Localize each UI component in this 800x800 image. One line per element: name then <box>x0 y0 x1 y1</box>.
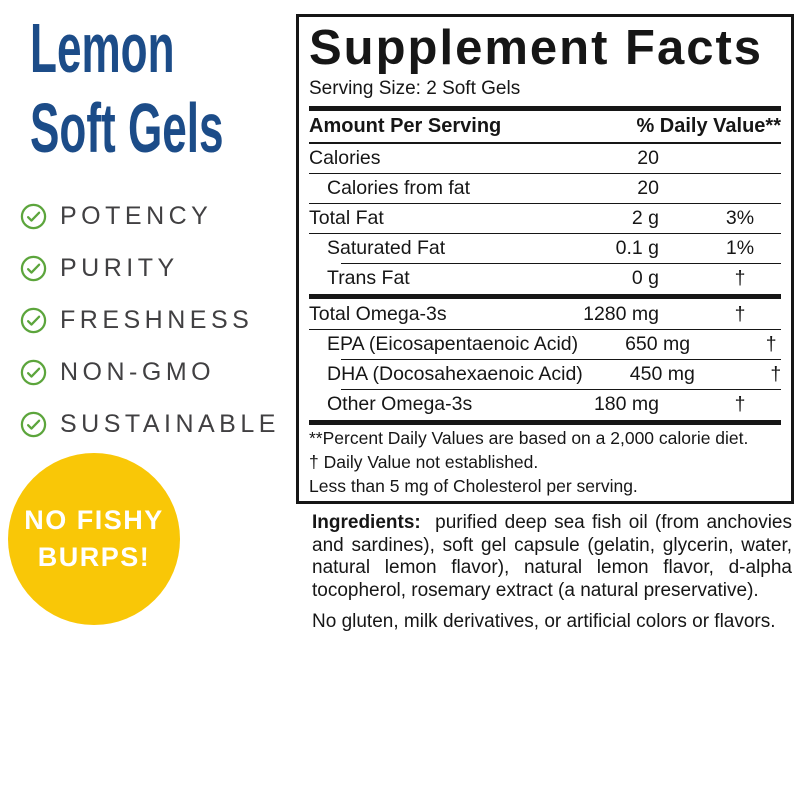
hairline-rule <box>309 233 781 234</box>
nutrient-name: EPA (Eicosapentaenoic Acid) <box>327 333 579 355</box>
nutrient-amount: 1280 mg <box>583 303 659 325</box>
supplement-facts-title: Supplement Facts <box>309 21 764 75</box>
nutrient-daily-value: † <box>770 363 782 385</box>
nutrient-name: Other Omega-3s <box>327 393 473 415</box>
nutrient-name: Calories <box>309 147 381 169</box>
product-title-line1: Lemon <box>30 9 175 87</box>
column-header-amount: Amount Per Serving <box>309 115 502 137</box>
nutrient-name: Saturated Fat <box>327 237 446 259</box>
hairline-rule <box>341 263 781 264</box>
nutrient-name: Trans Fat <box>327 267 410 289</box>
thick-rule <box>309 294 781 299</box>
no-fishy-burps-badge: NO FISHY BURPS! <box>8 453 180 625</box>
check-circle-icon <box>20 411 47 437</box>
table-row: Total Fat 2 g 3% <box>309 204 781 233</box>
hairline-rule <box>341 389 781 390</box>
nutrient-amount: 450 mg <box>629 363 695 385</box>
check-circle-icon <box>20 359 47 385</box>
nutrient-amount: 2 g <box>631 207 659 229</box>
footnote-line: **Percent Daily Values are based on a 2,… <box>309 428 749 448</box>
footnote-line: Less than 5 mg of Cholesterol per servin… <box>309 476 638 496</box>
table-row: Calories from fat 20 <box>309 174 781 203</box>
table-row: Total Omega-3s 1280 mg † <box>309 300 781 329</box>
thick-rule <box>309 420 781 425</box>
facts-table-body: Calories 20 Calories from fat 20 Total Fat 2 … <box>309 144 781 425</box>
nutrient-amount: 650 mg <box>625 333 691 355</box>
check-circle-icon <box>20 307 47 333</box>
product-title: Lemon Soft Gels <box>30 8 224 168</box>
nutrient-name: Total Omega-3s <box>309 303 447 325</box>
nutrient-daily-value: † <box>734 303 746 325</box>
supplement-facts-panel: Supplement Facts Serving Size: 2 Soft Ge… <box>296 14 794 504</box>
nutrient-amount: 20 <box>637 177 659 199</box>
allergen-statement: No gluten, milk derivatives, or artifici… <box>312 611 776 632</box>
table-row: DHA (Docosahexaenoic Acid) 450 mg † <box>309 360 781 389</box>
nutrient-amount: 180 mg <box>593 393 659 415</box>
ingredients-section: Ingredients: purified deep sea fish oil … <box>312 512 792 634</box>
nutrient-name: Total Fat <box>309 207 384 229</box>
feature-label: SUSTAINABLE <box>60 409 280 438</box>
feature-list: POTENCY PURITY FRESHNESS NON-GMO SUSTAINABLE <box>20 190 280 450</box>
hairline-rule <box>341 359 781 360</box>
nutrient-daily-value: † <box>734 393 746 415</box>
table-row: Other Omega-3s 180 mg † <box>309 390 781 419</box>
hairline-rule <box>309 203 781 204</box>
serving-size: Serving Size: 2 Soft Gels <box>309 78 521 99</box>
hairline-rule <box>309 173 781 174</box>
product-title-line2: Soft Gels <box>30 89 224 167</box>
nutrient-daily-value: 3% <box>725 207 755 229</box>
footnotes: **Percent Daily Values are based on a 2,… <box>309 427 781 497</box>
check-circle-icon <box>20 203 47 229</box>
check-circle-icon <box>20 255 47 281</box>
table-row: Saturated Fat 0.1 g 1% <box>309 234 781 263</box>
nutrient-amount: 20 <box>637 147 659 169</box>
feature-item: PURITY <box>20 242 280 294</box>
thick-rule <box>309 106 781 111</box>
nutrient-name: DHA (Docosahexaenoic Acid) <box>327 363 583 385</box>
ingredients-text: purified deep sea fish oil (from anchovi… <box>312 512 792 601</box>
nutrient-daily-value: † <box>734 267 746 289</box>
nutrient-daily-value: † <box>765 333 777 355</box>
feature-label: PURITY <box>60 253 179 282</box>
table-header-row: Amount Per Serving % Daily Value** <box>309 111 781 144</box>
feature-item: NON-GMO <box>20 346 280 398</box>
nutrient-amount: 0.1 g <box>615 237 659 259</box>
feature-label: NON-GMO <box>60 357 216 386</box>
feature-label: POTENCY <box>60 201 213 230</box>
ingredients-paragraph: Ingredients: purified deep sea fish oil … <box>312 512 792 602</box>
nutrient-amount: 0 g <box>631 267 659 289</box>
feature-label: FRESHNESS <box>60 305 254 334</box>
ingredients-label: Ingredients: <box>312 512 421 533</box>
column-header-daily-value: % Daily Value** <box>636 115 781 137</box>
nutrient-daily-value: 1% <box>725 237 755 259</box>
hairline-rule <box>309 329 781 330</box>
table-row: Calories 20 <box>309 144 781 173</box>
feature-item: POTENCY <box>20 190 280 242</box>
badge-text-line1: NO FISHY <box>24 505 164 535</box>
feature-item: FRESHNESS <box>20 294 280 346</box>
table-row: Trans Fat 0 g † <box>309 264 781 293</box>
table-row: EPA (Eicosapentaenoic Acid) 650 mg † <box>309 330 781 359</box>
nutrient-name: Calories from fat <box>327 177 471 199</box>
feature-item: SUSTAINABLE <box>20 398 280 450</box>
badge-text-line2: BURPS! <box>37 542 151 572</box>
footnote-line: † Daily Value not established. <box>309 452 539 472</box>
